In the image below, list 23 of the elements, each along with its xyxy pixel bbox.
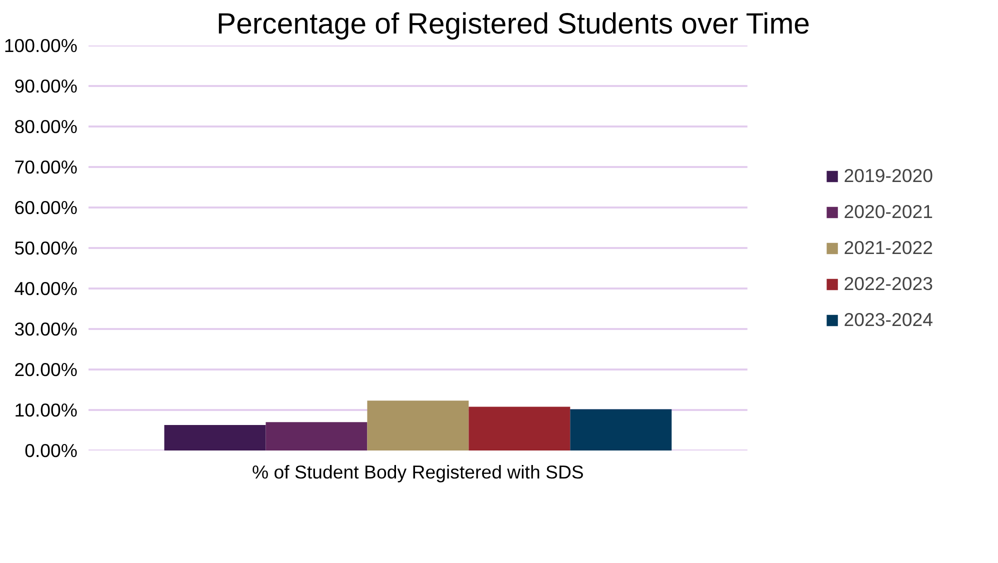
legend-label: 2022-2023 [844,272,933,294]
y-tick-label: 20.00% [14,359,78,380]
y-tick-label: 60.00% [14,197,78,218]
bar [367,400,469,450]
bar [164,424,266,450]
y-tick-label: 40.00% [14,278,78,299]
chart-title: Percentage of Registered Students over Time [216,8,810,40]
legend-label: 2023-2024 [844,308,933,330]
y-tick-label: 0.00% [24,440,78,461]
y-tick-label: 50.00% [14,238,78,258]
legend-label: 2020-2021 [844,200,933,222]
legend-label: 2019-2020 [844,164,933,186]
bar [468,406,570,450]
legend-label: 2021-2022 [844,236,933,258]
x-tick-label: % of Student Body Registered with SDS [252,462,584,482]
y-tick-label: 30.00% [14,318,78,340]
y-tick-label: 70.00% [14,156,78,178]
y-tick-label: 10.00% [14,400,78,420]
y-tick-label: 90.00% [14,76,78,96]
y-tick-label: 100.00% [4,35,78,56]
bar [570,409,672,450]
y-tick-label: 80.00% [14,116,78,137]
bar [266,422,368,450]
